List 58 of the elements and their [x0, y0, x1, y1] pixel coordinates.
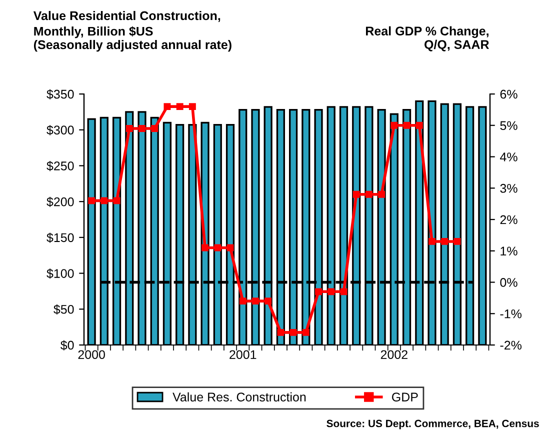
point — [403, 122, 410, 129]
y-tick-label: $250 — [46, 160, 74, 172]
y-axis-title: Monthly, Billion $US (Seasonally adjusted annual rate) — [34, 26, 232, 52]
point — [226, 244, 234, 252]
point — [390, 122, 398, 129]
point — [214, 244, 222, 252]
point — [328, 288, 335, 296]
point — [428, 238, 436, 245]
point — [239, 298, 246, 305]
x-tick-label: 2002 — [380, 350, 408, 360]
point — [454, 238, 461, 245]
point — [138, 125, 146, 132]
y-tick-label: $300 — [46, 125, 74, 136]
x-tick-label: 2000 — [78, 350, 105, 360]
point — [277, 328, 284, 336]
point — [188, 103, 196, 110]
y2-tick-label: 1% — [500, 246, 518, 256]
point — [126, 125, 133, 132]
point — [315, 288, 322, 296]
y2-tick-label: -2% — [500, 340, 522, 350]
y-tick-label: $200 — [46, 196, 74, 207]
y2-tick-label: 5% — [500, 121, 518, 130]
y-tick-label: $100 — [46, 268, 74, 279]
point — [100, 197, 108, 204]
bar — [478, 106, 487, 345]
y-tick-label: $0 — [60, 340, 74, 350]
x-tick-label: 2001 — [230, 350, 256, 360]
point — [113, 197, 120, 204]
point — [264, 298, 272, 305]
point — [151, 125, 158, 132]
point — [88, 197, 96, 204]
y-tick-label: $50 — [54, 304, 74, 315]
point — [352, 190, 360, 198]
y-tick-label: $150 — [46, 232, 74, 243]
chart-title: Value Residential Construction, — [33, 10, 220, 22]
y2-tick-label: -1% — [500, 309, 522, 318]
y2-tick-label: 0% — [500, 278, 518, 287]
y2-tick-label: 6% — [500, 90, 518, 99]
point — [365, 190, 372, 198]
point — [252, 298, 259, 305]
y-tick-label: $350 — [46, 89, 74, 100]
y2-tick-label: 3% — [500, 184, 518, 193]
source-note: Source: US Dept. Commerce, BEA, Census — [326, 420, 539, 430]
point — [176, 103, 184, 110]
legend-label: GDP — [392, 392, 418, 402]
point — [290, 328, 297, 336]
point — [340, 288, 348, 296]
point — [378, 190, 386, 198]
point — [302, 328, 310, 336]
point — [441, 238, 448, 245]
point — [202, 244, 209, 252]
bar — [87, 118, 96, 345]
point — [164, 103, 171, 110]
y2-axis-title: Real GDP % Change, Q/Q, SAAR — [366, 26, 490, 52]
y2-tick-label: 2% — [500, 215, 518, 224]
legend-label: Value Res. Construction — [172, 392, 306, 402]
point — [416, 122, 423, 129]
y2-tick-label: 4% — [500, 152, 518, 162]
